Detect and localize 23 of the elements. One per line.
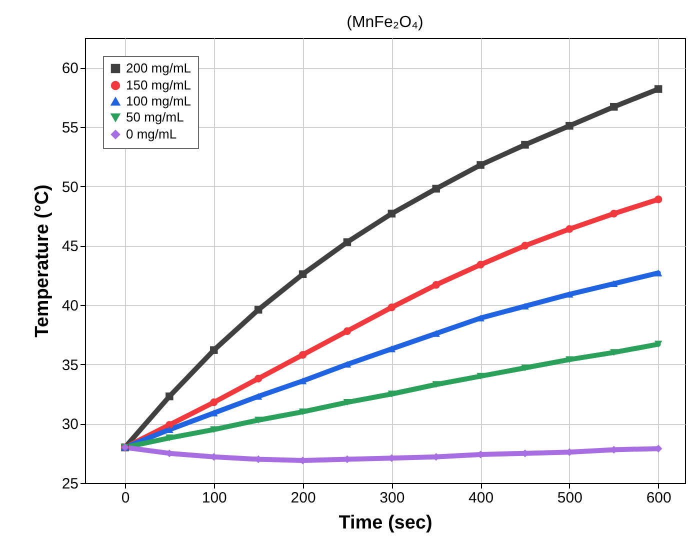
x-tick-label: 500 bbox=[557, 490, 582, 506]
y-tick-label: 60 bbox=[62, 60, 78, 78]
y-tick-label: 45 bbox=[62, 238, 78, 256]
x-tick-label: 600 bbox=[646, 490, 672, 506]
y-tick-label: 50 bbox=[62, 178, 78, 196]
x-tick-label: 100 bbox=[202, 490, 227, 506]
y-tick-label: 40 bbox=[62, 298, 78, 314]
y-axis-title: Temperature (°C) bbox=[32, 184, 53, 338]
x-tick-label: 300 bbox=[380, 490, 405, 506]
x-tick-label: 0 bbox=[121, 490, 130, 506]
y-tick-label: 35 bbox=[62, 356, 78, 374]
x-tick-label: 400 bbox=[468, 490, 494, 506]
legend-label: 100 mg/mL bbox=[126, 94, 192, 108]
y-tick-label: 25 bbox=[62, 476, 78, 492]
y-tick-label: 55 bbox=[62, 120, 78, 136]
y-tick-label: 30 bbox=[62, 416, 78, 434]
legend-label: 200 mg/mL bbox=[126, 60, 192, 76]
legend-label: 150 mg/mL bbox=[126, 78, 192, 92]
x-tick-label: 200 bbox=[290, 490, 316, 506]
chart-title: (MnFe₂O₄) bbox=[346, 14, 424, 31]
legend-label: 50 mg/mL bbox=[126, 110, 184, 124]
legend-label: 0 mg/mL bbox=[126, 126, 177, 142]
x-axis-title: Time (sec) bbox=[338, 512, 432, 534]
